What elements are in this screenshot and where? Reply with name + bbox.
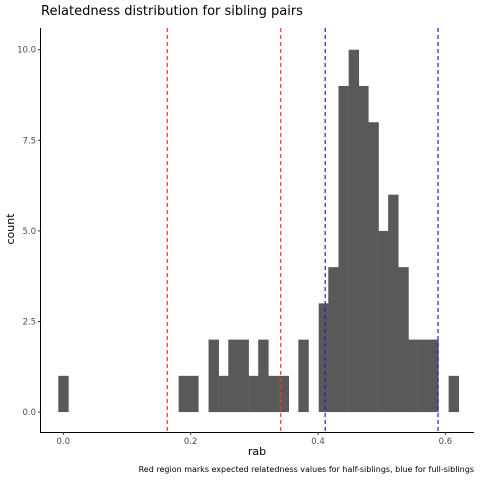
histogram-bar-22	[418, 339, 430, 413]
chart-caption: Red region marks expected relatedness va…	[139, 465, 474, 474]
histogram-bars	[58, 49, 460, 413]
histogram-bar-17	[368, 122, 379, 413]
x-axis-ticks: 0.0 0.2 0.4 0.6	[57, 432, 453, 447]
histogram-bar-4	[218, 375, 230, 413]
histogram-bar-21	[408, 339, 419, 413]
y-tick-label-0: 0.0	[22, 408, 36, 418]
histogram-bar-20	[398, 267, 409, 413]
histogram-bar-23	[428, 339, 439, 413]
chart-title: Relatedness distribution for sibling pai…	[41, 4, 303, 19]
histogram-bar-6	[238, 339, 249, 413]
y-tick-label-1: 2.5	[22, 317, 36, 327]
reference-lines	[166, 28, 439, 432]
histogram-bar-13	[328, 267, 339, 413]
histogram-bar-0	[58, 375, 69, 413]
histogram-bar-8	[258, 339, 269, 413]
histogram-bar-3	[208, 339, 219, 413]
histogram-bar-14	[338, 85, 349, 413]
x-axis-label: rab	[248, 445, 266, 458]
y-tick-label-4: 10.0	[17, 46, 36, 56]
y-axis-ticks: 0.0 2.5 5.0 7.5 10.0	[17, 46, 41, 418]
x-tick-label-0: 0.0	[57, 437, 71, 447]
histogram-bar-19	[388, 194, 399, 413]
x-tick-label-1: 0.2	[184, 437, 198, 447]
x-tick-label-2: 0.4	[311, 437, 325, 447]
histogram-bar-2	[188, 375, 199, 413]
histogram-bar-18	[378, 230, 389, 413]
histogram-bar-16	[358, 85, 369, 413]
histogram-bar-24	[448, 375, 460, 413]
histogram-bar-11	[298, 339, 309, 413]
x-tick-label-3: 0.6	[439, 437, 453, 447]
y-tick-label-3: 7.5	[22, 136, 36, 146]
y-axis-label: count	[4, 213, 17, 245]
histogram-bar-12	[318, 303, 330, 413]
y-tick-label-2: 5.0	[22, 227, 36, 237]
histogram-bar-10	[278, 375, 290, 413]
histogram-bar-9	[268, 375, 279, 413]
histogram-bar-7	[248, 375, 260, 413]
histogram-bar-1	[178, 375, 190, 413]
histogram-bar-15	[348, 49, 360, 413]
histogram-bar-5	[228, 339, 239, 413]
